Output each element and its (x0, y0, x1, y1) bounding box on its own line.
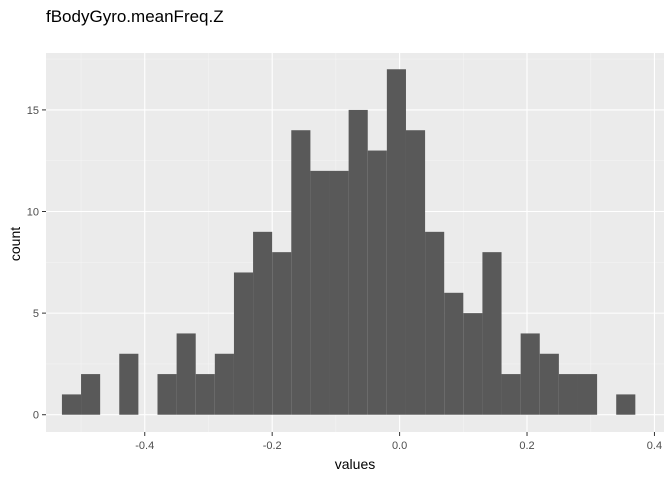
histogram-bar (119, 353, 139, 415)
histogram-bar (348, 109, 368, 415)
histogram-bar (214, 353, 234, 415)
histogram-bar (577, 374, 598, 415)
x-tick-label: -0.2 (263, 440, 282, 452)
x-axis-title: values (335, 456, 375, 472)
y-axis-title: count (7, 227, 23, 261)
histogram-bar (81, 374, 101, 415)
histogram-bar (367, 150, 387, 415)
histogram-bar (616, 394, 636, 415)
histogram-bar (539, 353, 559, 415)
histogram-bar (176, 333, 196, 415)
histogram-bar (61, 394, 82, 415)
histogram-bar (272, 252, 292, 415)
x-tick-label: -0.4 (135, 440, 154, 452)
x-axis: -0.4 -0.2 0.0 0.2 0.4 (135, 432, 662, 452)
histogram-bar (329, 170, 349, 415)
histogram-bar (520, 333, 540, 415)
histogram-bars (61, 69, 636, 415)
x-tick-label: 0.0 (392, 440, 407, 452)
y-tick-label: 10 (27, 207, 39, 219)
histogram-bar (310, 170, 330, 415)
y-tick-label: 0 (33, 410, 39, 422)
histogram-bar (157, 374, 177, 415)
histogram-bar (405, 130, 426, 415)
histogram-bar (444, 292, 464, 415)
histogram-bar (195, 374, 215, 415)
histogram-bar (291, 130, 311, 415)
histogram-bar (233, 272, 254, 415)
histogram-bar (501, 374, 521, 415)
x-tick-label: 0.2 (519, 440, 534, 452)
chart-title: fBodyGyro.meanFreq.Z (46, 7, 224, 26)
histogram-bar (558, 374, 578, 415)
y-axis: 0 5 10 15 (27, 105, 46, 422)
histogram-bar (253, 231, 273, 415)
x-tick-label: 0.4 (647, 440, 662, 452)
y-tick-label: 5 (33, 308, 39, 320)
histogram-bar (482, 252, 502, 415)
y-tick-label: 15 (27, 105, 39, 117)
histogram-bar (425, 231, 445, 415)
histogram-bar (463, 313, 483, 415)
histogram-bar (386, 69, 406, 415)
